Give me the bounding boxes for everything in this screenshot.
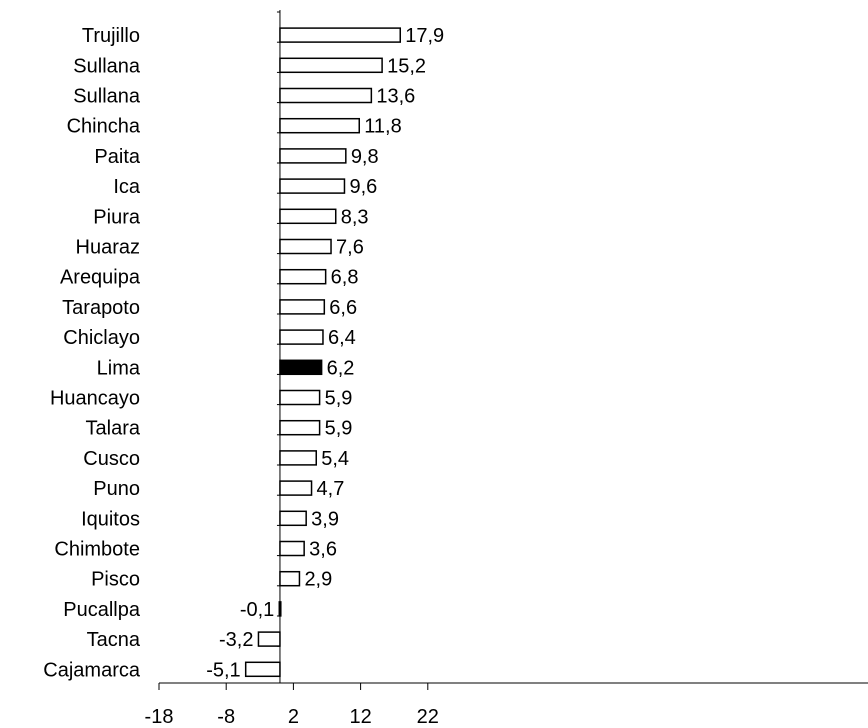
category-label: Lima xyxy=(97,357,141,379)
value-label: 5,9 xyxy=(325,418,353,440)
category-label: Cajamarca xyxy=(43,659,141,681)
bar xyxy=(279,329,324,345)
category-label: Huaraz xyxy=(76,237,140,259)
value-label: 11,8 xyxy=(364,116,401,138)
bar xyxy=(279,117,361,134)
category-label: Piura xyxy=(93,206,141,228)
x-ticks-group: -18 -8 2 12 22 xyxy=(145,11,439,728)
bar xyxy=(257,631,281,647)
category-label: Trujillo xyxy=(82,25,140,47)
value-label: 2,9 xyxy=(304,569,332,591)
bar xyxy=(279,419,321,436)
value-label: 15,2 xyxy=(387,55,426,77)
bar xyxy=(279,268,327,285)
category-label: Puno xyxy=(93,478,140,500)
category-label: Pucallpa xyxy=(63,599,141,621)
bar xyxy=(279,87,373,104)
x-tick-label: -8 xyxy=(217,706,235,728)
category-label: Ica xyxy=(113,176,141,198)
bar xyxy=(279,148,347,164)
value-label: 13,6 xyxy=(376,86,415,108)
bar xyxy=(279,27,401,43)
category-label: Talara xyxy=(86,418,141,440)
category-label: Sullana xyxy=(73,55,141,77)
value-label: -5,1 xyxy=(206,659,240,681)
value-label: 4,7 xyxy=(317,478,345,500)
x-tick-label: 22 xyxy=(417,706,439,728)
category-label: Chincha xyxy=(67,116,141,138)
value-label: 9,8 xyxy=(351,146,379,168)
category-label: Pisco xyxy=(91,569,140,591)
value-label: 6,4 xyxy=(328,327,356,349)
category-label: Cusco xyxy=(83,448,140,470)
value-label: 5,4 xyxy=(321,448,349,470)
bar xyxy=(279,238,332,255)
value-label: 17,9 xyxy=(405,25,444,47)
value-label: -3,2 xyxy=(219,629,253,651)
x-tick-label: 12 xyxy=(349,706,371,728)
bar xyxy=(279,480,313,496)
bar xyxy=(279,510,307,527)
category-label: Tacna xyxy=(87,629,141,651)
category-label: Iquitos xyxy=(81,508,140,530)
bar xyxy=(279,299,326,315)
value-label: 8,3 xyxy=(341,206,369,228)
bar xyxy=(279,208,337,225)
value-label: 7,6 xyxy=(336,237,364,259)
value-label: 6,6 xyxy=(329,297,357,319)
value-label: 6,2 xyxy=(327,357,355,379)
bar xyxy=(279,57,383,74)
x-tick-label: -18 xyxy=(145,706,174,728)
value-label: 3,6 xyxy=(309,539,337,561)
bar xyxy=(279,540,305,557)
category-label: Sullana xyxy=(73,86,141,108)
value-label: 3,9 xyxy=(311,508,339,530)
category-label: Chiclayo xyxy=(63,327,140,349)
category-label: Arequipa xyxy=(60,267,141,289)
bar xyxy=(279,450,317,466)
bar xyxy=(279,389,321,406)
category-label: Huancayo xyxy=(50,388,140,410)
category-label: Tarapoto xyxy=(62,297,140,319)
value-label: 5,9 xyxy=(325,388,353,410)
x-tick-label: 2 xyxy=(288,706,299,728)
category-label: Chimbote xyxy=(54,539,140,561)
bar xyxy=(279,178,346,194)
bars-group: Trujillo 17,9 Sullana 15,2 Sullana 13,6 Chinch… xyxy=(43,25,444,681)
value-label: -0,1 xyxy=(240,599,274,621)
bar xyxy=(279,570,301,587)
value-label: 6,8 xyxy=(331,267,359,289)
bar xyxy=(279,359,323,376)
value-label: 9,6 xyxy=(349,176,377,198)
bar xyxy=(244,661,281,678)
category-label: Paita xyxy=(94,146,140,168)
